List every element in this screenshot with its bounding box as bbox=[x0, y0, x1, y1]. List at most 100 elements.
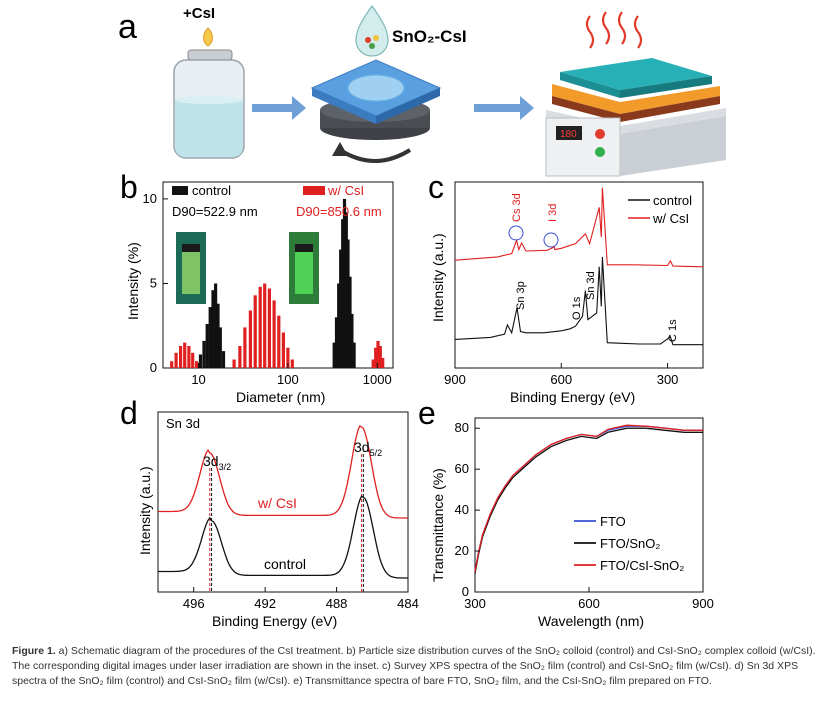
bar-control bbox=[350, 313, 354, 368]
bar-csi bbox=[371, 359, 375, 368]
bar-control bbox=[202, 340, 206, 368]
legend-csi-label: w/ CsI bbox=[327, 183, 364, 198]
cs3d-marker bbox=[508, 225, 524, 241]
bar-control bbox=[342, 198, 347, 368]
bar-csi bbox=[277, 315, 281, 368]
legend-control-label: control bbox=[192, 183, 231, 198]
heat-wave-icon bbox=[585, 15, 595, 49]
green-knob bbox=[595, 147, 605, 157]
x-tick-label: 492 bbox=[254, 596, 276, 611]
add-csi-label: +CsI bbox=[183, 5, 215, 22]
bar-control bbox=[211, 290, 215, 368]
y-tick-label: 60 bbox=[455, 461, 469, 476]
fto-curve bbox=[474, 425, 703, 572]
x-tick-label: 900 bbox=[444, 372, 466, 387]
panel-b: b 0 5 10 10 100 1000 control w/ CsI D90=522.9… bbox=[120, 169, 394, 405]
bar-control bbox=[208, 307, 212, 368]
panel-d-lines bbox=[158, 424, 408, 592]
peak-3d52-label: 3d5/2 bbox=[354, 439, 382, 458]
bar-control bbox=[339, 249, 343, 368]
bar-control bbox=[352, 342, 356, 368]
y-tick-label: 40 bbox=[455, 502, 469, 517]
bar-csi bbox=[272, 300, 276, 368]
panel-d-ylabel: Intensity (a.u.) bbox=[137, 466, 153, 555]
legend-csi-label: w/ CsI bbox=[652, 211, 689, 226]
i3d-label: I 3d bbox=[547, 204, 559, 222]
bar-control bbox=[205, 324, 209, 368]
cs3d-label: Cs 3d bbox=[511, 193, 523, 222]
y-tick-label: 0 bbox=[150, 360, 157, 375]
bar-csi bbox=[381, 357, 385, 368]
panel-a: a +CsI SnO₂-CsI bbox=[118, 4, 726, 177]
y-tick-label: 5 bbox=[150, 275, 157, 290]
panel-d-label: d bbox=[120, 395, 138, 431]
csi-vial: +CsI bbox=[173, 5, 245, 159]
bar-control bbox=[332, 342, 336, 368]
bar-control bbox=[198, 354, 203, 368]
x-tick-label: 600 bbox=[550, 372, 572, 387]
panel-e: e 0 20 40 60 80 300 600 900 FTO FTO/SnO₂ FTO/Cs… bbox=[418, 395, 714, 629]
x-tick-label: 496 bbox=[183, 596, 205, 611]
caption-lead: Figure 1. bbox=[12, 645, 56, 657]
panel-c-label: c bbox=[428, 169, 444, 205]
bar-csi bbox=[378, 346, 382, 368]
bar-control bbox=[221, 351, 226, 368]
sn3p-label: Sn 3p bbox=[515, 281, 527, 310]
bar-csi bbox=[376, 340, 380, 368]
flame-icon bbox=[203, 27, 213, 47]
panel-d: d Sn 3d 496 492 488 484 3d3/2 3d5/2 w/ CsI … bbox=[120, 395, 419, 629]
bar-csi bbox=[232, 359, 236, 368]
bar-control bbox=[337, 283, 341, 368]
panel-d-xlabel: Binding Energy (eV) bbox=[212, 613, 337, 629]
panel-c: c 900 600 300 control w/ CsI Cs 3d I 3d Sn… bbox=[428, 169, 704, 405]
bar-control bbox=[334, 317, 339, 368]
panel-a-label: a bbox=[118, 8, 137, 46]
process-arrow-2 bbox=[474, 96, 534, 120]
solution-surface bbox=[175, 96, 243, 104]
y-tick-label: 0 bbox=[462, 584, 469, 599]
csi-spectrum bbox=[454, 187, 704, 268]
d90-control: D90=522.9 nm bbox=[172, 204, 258, 219]
bar-csi bbox=[253, 295, 257, 368]
x-tick-label: 1000 bbox=[363, 372, 392, 387]
bar-control bbox=[341, 219, 345, 368]
panel-d-axes: 496 492 488 484 bbox=[183, 587, 419, 611]
curve-csi-label: w/ CsI bbox=[257, 495, 297, 511]
legend-fto-label: FTO bbox=[600, 514, 626, 529]
x-tick-label: 300 bbox=[464, 596, 486, 611]
red-knob bbox=[595, 129, 605, 139]
bar-csi bbox=[258, 286, 262, 368]
bar-csi bbox=[187, 346, 191, 368]
bar-control bbox=[216, 303, 220, 368]
panel-c-axes: 900 600 300 bbox=[444, 363, 678, 387]
orange-plate bbox=[552, 84, 720, 114]
panel-e-axes: 0 20 40 60 80 300 600 900 bbox=[455, 420, 714, 611]
bar-csi bbox=[243, 327, 247, 368]
control-sn3d-curve bbox=[158, 495, 408, 579]
control-spectrum bbox=[454, 256, 703, 346]
bar-csi bbox=[286, 347, 290, 368]
x-tick-label: 600 bbox=[578, 596, 600, 611]
bar-csi bbox=[238, 346, 242, 368]
x-tick-label: 488 bbox=[326, 596, 348, 611]
fto-sno2-curve bbox=[474, 427, 703, 574]
bar-csi bbox=[281, 332, 285, 368]
figure-caption: Figure 1. a) Schematic diagram of the pr… bbox=[12, 644, 828, 689]
x-tick-label: 100 bbox=[277, 372, 299, 387]
panel-c-ylabel: Intensity (a.u.) bbox=[430, 233, 446, 322]
bar-csi bbox=[170, 361, 174, 368]
panel-d-frame bbox=[157, 411, 409, 593]
temperature-display bbox=[556, 126, 582, 140]
panel-c-lines bbox=[454, 187, 704, 346]
legend-control-label: control bbox=[653, 193, 692, 208]
bar-control bbox=[218, 327, 222, 368]
bar-csi bbox=[263, 283, 267, 368]
x-tick-label: 484 bbox=[397, 596, 419, 611]
csi-sn3d-curve bbox=[158, 424, 408, 519]
panel-b-label: b bbox=[120, 169, 138, 205]
panel-b-axes: 0 5 10 10 100 1000 bbox=[143, 191, 392, 387]
legend-fto-sno2-label: FTO/SnO₂ bbox=[600, 536, 660, 551]
bar-control bbox=[214, 283, 218, 368]
x-tick-label: 300 bbox=[657, 372, 679, 387]
bar-csi bbox=[248, 310, 252, 368]
